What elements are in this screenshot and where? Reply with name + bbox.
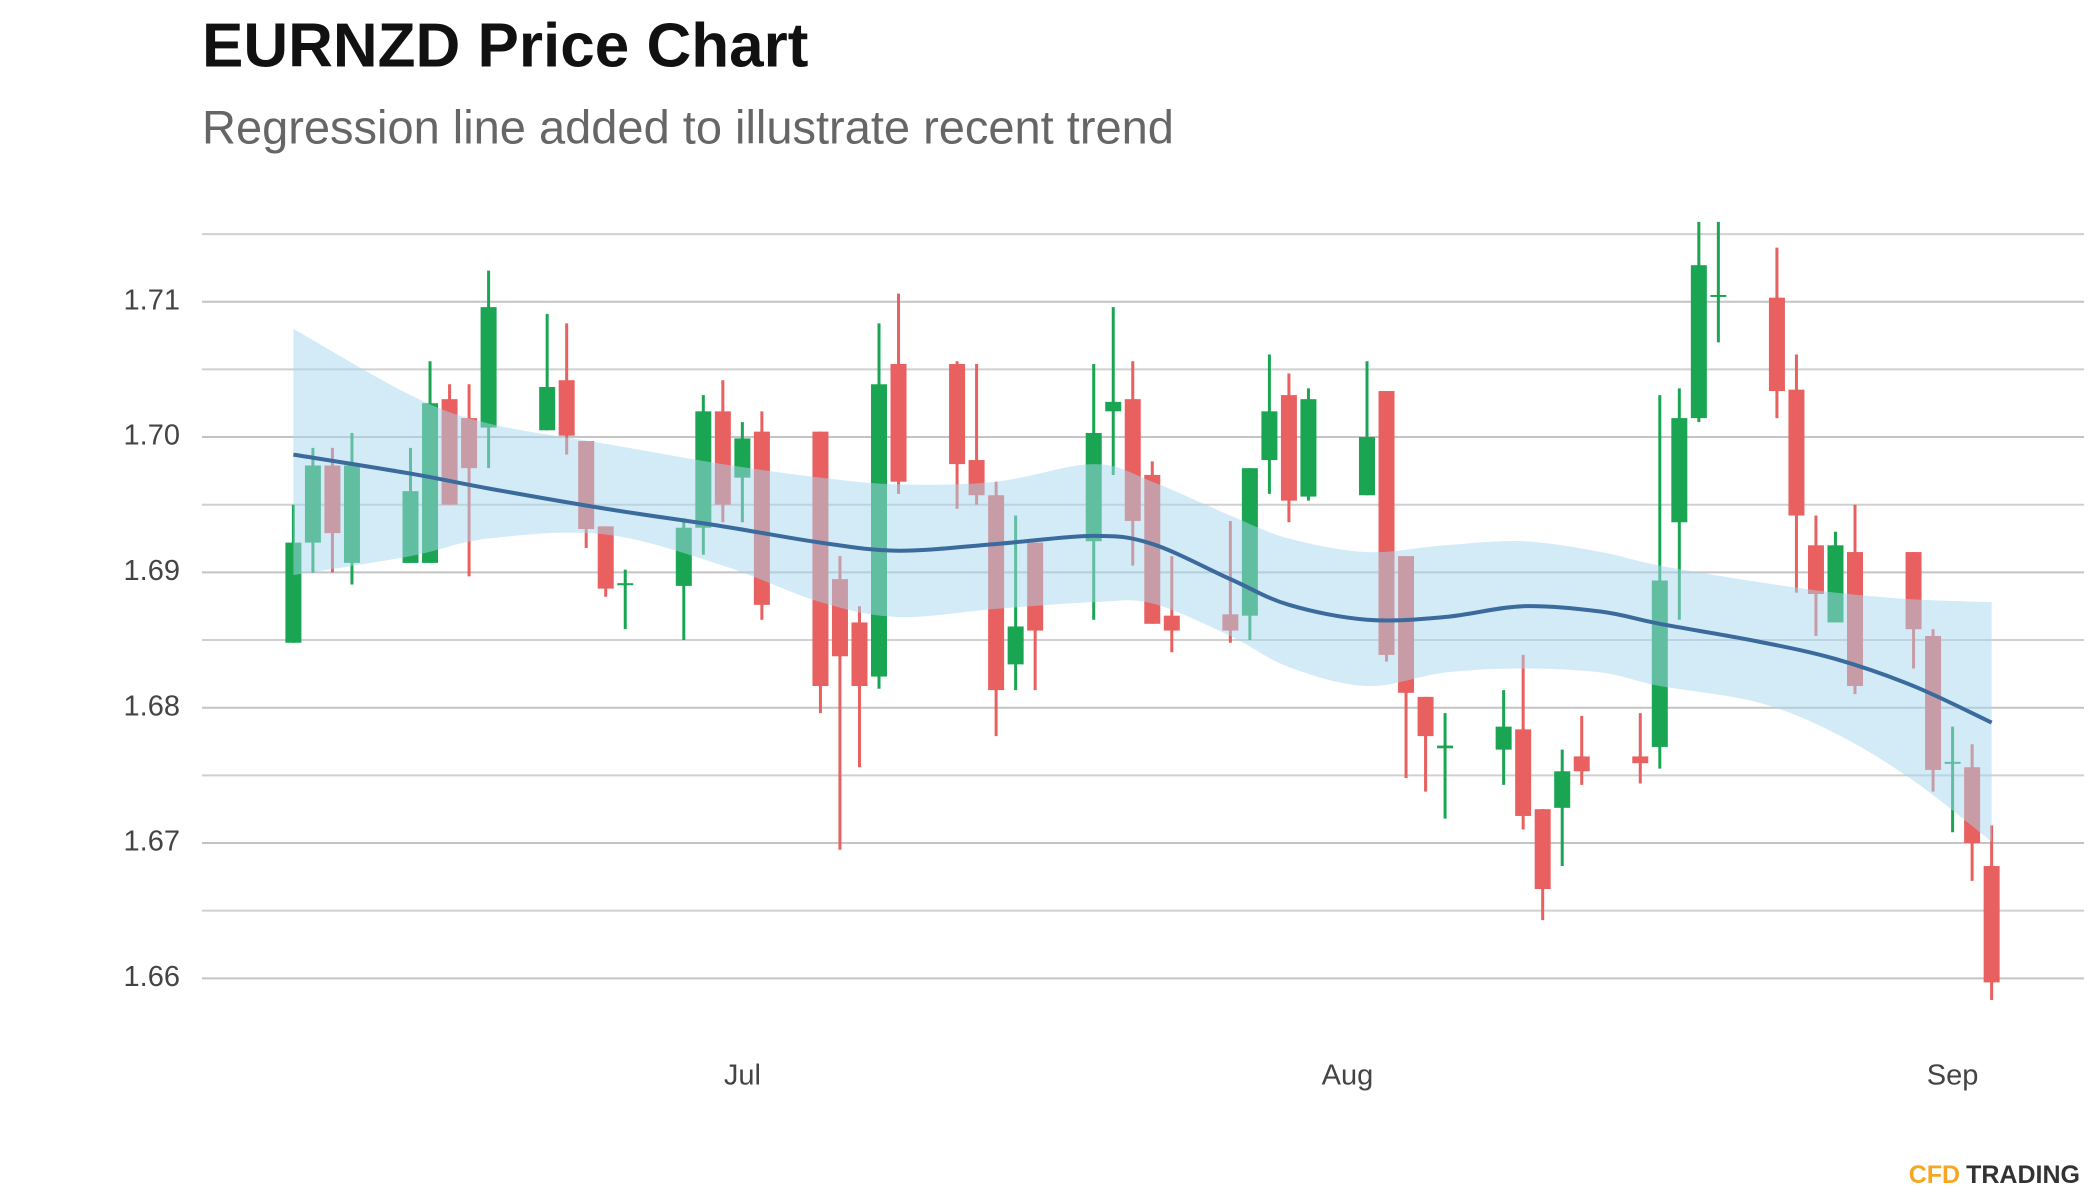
candle-body [1983, 866, 2000, 983]
y-tick-label: 1.69 [124, 555, 180, 587]
candle-body [1280, 395, 1297, 501]
chart-title: EURNZD Price Chart [202, 11, 808, 80]
candle-body [1417, 696, 1434, 737]
candle-body [1515, 729, 1532, 816]
candle-body [558, 380, 575, 436]
y-tick-label: 1.68 [124, 690, 180, 722]
candle-body [480, 307, 497, 428]
candle-body [1573, 756, 1590, 772]
candle-body [851, 622, 868, 687]
candle-body [617, 583, 634, 586]
candle-body [890, 363, 907, 482]
candle-body [1710, 294, 1727, 297]
candle-body [1359, 437, 1375, 496]
candle-body [539, 386, 556, 431]
candle-body [1534, 809, 1551, 890]
candle-body [1261, 411, 1278, 461]
candle-body [1807, 545, 1824, 595]
brand-part: CFD [1909, 1161, 1960, 1189]
y-tick-label: 1.66 [124, 961, 180, 993]
x-tick-label: Sep [1927, 1060, 1979, 1092]
candle-body [1437, 745, 1454, 749]
candle-body [597, 526, 614, 589]
candle-body [1554, 771, 1571, 808]
y-tick-label: 1.70 [124, 420, 180, 452]
x-tick-label: Aug [1322, 1060, 1374, 1092]
y-tick-label: 1.71 [124, 284, 180, 316]
candle-body [1105, 401, 1122, 412]
brand-logo: CFD TRADING [1909, 1161, 2080, 1189]
candle-body [1300, 399, 1317, 497]
x-tick-label: Jul [724, 1060, 761, 1092]
candle-body [1768, 297, 1785, 392]
candle-body [949, 363, 966, 465]
candle-body [1788, 389, 1805, 516]
confidence-band [293, 328, 1992, 842]
candle-body [1495, 726, 1512, 750]
y-tick-label: 1.67 [124, 826, 180, 858]
candle-body [1671, 418, 1688, 523]
candle-body [1632, 756, 1649, 764]
chart-subtitle: Regression line added to illustrate rece… [202, 100, 1174, 153]
candle-body [1690, 265, 1707, 419]
regression-line [293, 452, 1993, 725]
candle-body [1007, 626, 1024, 665]
candle-body [1163, 615, 1180, 631]
brand-part: TRADING [1966, 1161, 2080, 1189]
